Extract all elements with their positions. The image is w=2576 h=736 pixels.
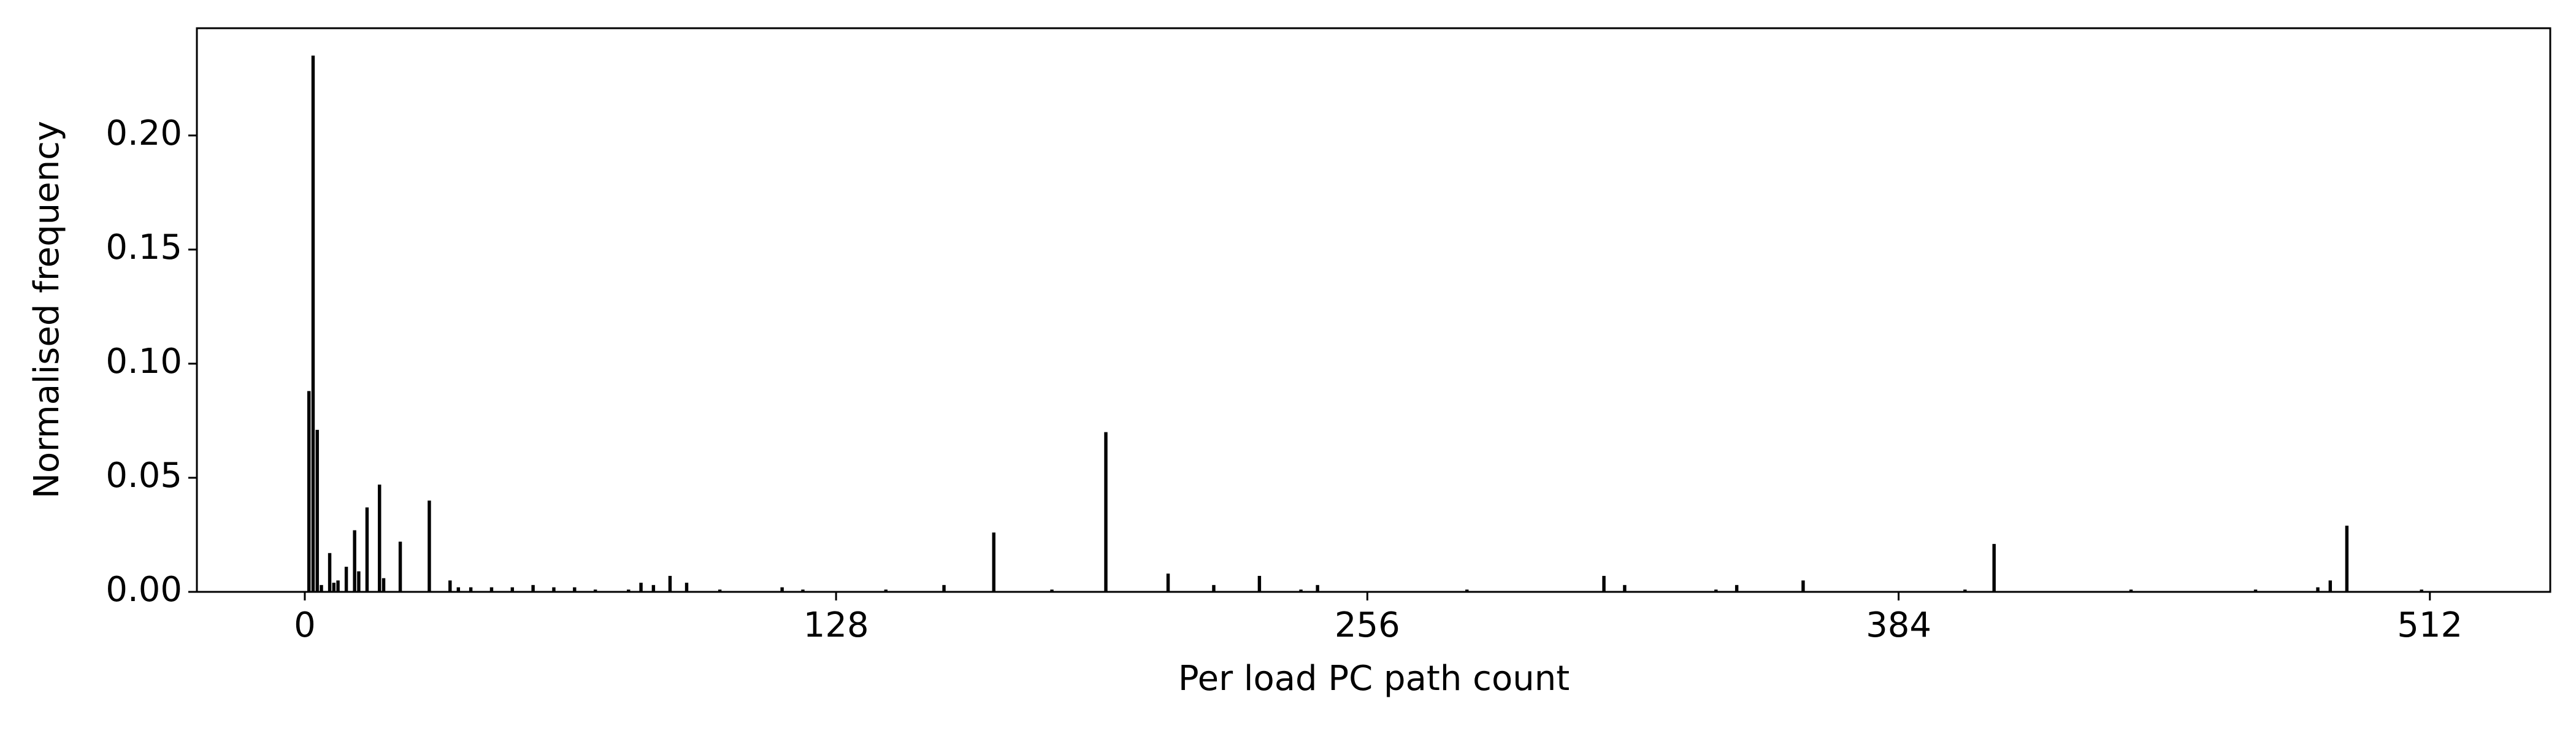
bar bbox=[320, 585, 323, 592]
y-tick-label: 0.15 bbox=[105, 228, 182, 267]
bar bbox=[311, 55, 315, 592]
y-axis-label: Normalised frequency bbox=[27, 121, 67, 499]
bar bbox=[2129, 589, 2133, 592]
bar bbox=[942, 585, 946, 592]
y-tick-label: 0.00 bbox=[105, 570, 182, 610]
x-axis-label: Per load PC path count bbox=[1178, 659, 1570, 699]
bar bbox=[2316, 587, 2320, 592]
bar bbox=[510, 587, 515, 592]
bar bbox=[531, 585, 535, 592]
y-tick-label: 0.10 bbox=[105, 342, 182, 381]
bar bbox=[1735, 585, 1739, 592]
y-tick-label: 0.20 bbox=[105, 113, 182, 153]
bar bbox=[307, 391, 311, 592]
x-tick-label: 256 bbox=[1335, 605, 1400, 645]
bar bbox=[2420, 589, 2423, 592]
bar bbox=[353, 530, 356, 592]
bar bbox=[344, 567, 348, 592]
bar bbox=[328, 553, 332, 592]
bar bbox=[992, 532, 996, 592]
bar bbox=[684, 583, 689, 592]
bar bbox=[1050, 589, 1054, 592]
bar bbox=[1316, 585, 1319, 592]
bar bbox=[315, 429, 319, 592]
bar bbox=[357, 571, 361, 592]
bar bbox=[801, 589, 805, 592]
bar bbox=[398, 542, 402, 592]
x-tick-label: 128 bbox=[803, 605, 869, 645]
y-tick-label: 0.05 bbox=[105, 456, 182, 496]
bar bbox=[627, 589, 631, 592]
bar bbox=[1801, 580, 1805, 592]
bar bbox=[365, 507, 369, 592]
bar bbox=[884, 589, 888, 592]
x-tick-label: 512 bbox=[2397, 605, 2463, 645]
bar bbox=[593, 589, 597, 592]
bar bbox=[780, 587, 784, 592]
bar bbox=[1166, 573, 1170, 592]
bar bbox=[1299, 589, 1303, 592]
bar bbox=[651, 585, 656, 592]
plot-frame bbox=[196, 27, 2551, 593]
bar bbox=[378, 485, 381, 592]
bar bbox=[456, 587, 461, 592]
bar bbox=[2328, 580, 2333, 592]
bar bbox=[332, 583, 336, 592]
bar bbox=[1104, 432, 1108, 592]
bar bbox=[1992, 543, 1996, 592]
bar bbox=[718, 589, 722, 592]
bar bbox=[668, 575, 672, 592]
bar bbox=[1963, 589, 1967, 592]
bar bbox=[469, 587, 473, 592]
bar bbox=[489, 587, 494, 592]
bar bbox=[639, 583, 643, 592]
bar bbox=[336, 580, 340, 592]
bar bbox=[1623, 585, 1627, 592]
x-tick-label: 384 bbox=[1866, 605, 1931, 645]
bar bbox=[1602, 575, 1606, 592]
bar bbox=[381, 578, 386, 592]
bar bbox=[2345, 526, 2349, 592]
bar bbox=[552, 587, 556, 592]
bar bbox=[427, 500, 431, 592]
x-tick-label: 0 bbox=[294, 605, 316, 645]
bar bbox=[1257, 575, 1262, 592]
bar bbox=[1465, 589, 1469, 592]
bar bbox=[1714, 589, 1718, 592]
bar bbox=[448, 580, 452, 592]
bar bbox=[573, 587, 577, 592]
bar bbox=[1212, 585, 1216, 592]
bar bbox=[2253, 589, 2258, 592]
